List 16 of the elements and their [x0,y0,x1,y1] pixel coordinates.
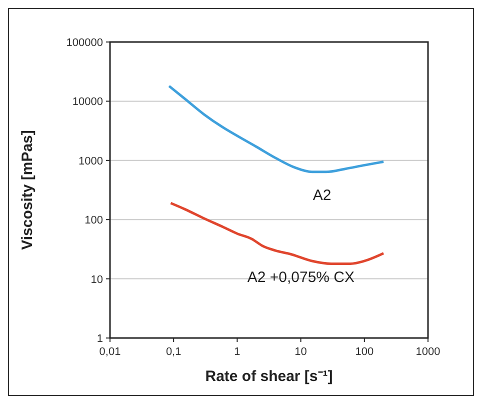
series-label: A2 +0,075% CX [247,269,355,286]
series-label: A2 [312,186,332,204]
x-tick-label: 100 [355,346,374,358]
x-tick-label: 1000 [416,346,440,358]
x-tick-label: 0,1 [166,346,182,358]
y-tick-label: 10000 [72,96,103,108]
y-axis-title: Viscosity [mPas] [19,130,36,250]
y-tick-label: 100 [84,214,103,227]
y-tick-label: 10 [90,274,103,286]
y-tick-label: 1 [96,333,103,345]
y-tick-label: 100000 [66,37,103,49]
y-tick-label: 1000 [78,155,103,168]
x-tick-label: 1 [234,346,240,358]
x-tick-label: 10 [294,346,307,358]
x-tick-label: 0,01 [99,346,121,358]
x-axis-title: Rate of shear [s⁻¹] [205,368,333,385]
